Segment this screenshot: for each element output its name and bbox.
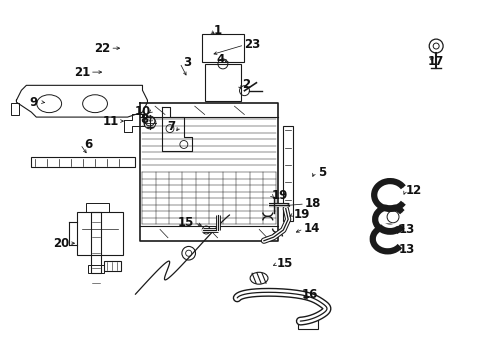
- Text: 22: 22: [94, 42, 110, 55]
- Bar: [202, 33, 244, 62]
- Text: 8: 8: [140, 113, 148, 126]
- Text: 3: 3: [183, 56, 191, 69]
- Bar: [86, 203, 109, 212]
- Text: 1: 1: [213, 24, 221, 37]
- Bar: [297, 319, 317, 329]
- Text: 16: 16: [301, 288, 318, 301]
- Text: 9: 9: [30, 96, 38, 109]
- Text: 21: 21: [74, 66, 90, 78]
- Text: 20: 20: [53, 237, 69, 250]
- Text: 5: 5: [318, 166, 326, 179]
- Text: 13: 13: [398, 243, 414, 256]
- Text: 10: 10: [135, 105, 151, 118]
- Text: 19: 19: [293, 208, 309, 221]
- Text: 19: 19: [271, 189, 287, 202]
- Bar: [31, 157, 135, 167]
- Bar: [283, 126, 292, 221]
- Bar: [204, 64, 241, 102]
- Text: 2: 2: [242, 78, 250, 91]
- Bar: [11, 103, 20, 115]
- Bar: [91, 212, 101, 273]
- Text: 6: 6: [84, 138, 92, 151]
- Text: 7: 7: [167, 120, 175, 133]
- Text: 4: 4: [216, 53, 224, 66]
- Text: 15: 15: [276, 257, 292, 270]
- Bar: [103, 261, 121, 271]
- Text: 11: 11: [103, 114, 119, 127]
- Text: 23: 23: [244, 39, 260, 51]
- Text: 18: 18: [304, 197, 321, 211]
- Text: 15: 15: [178, 216, 194, 229]
- Text: 12: 12: [405, 184, 421, 197]
- Text: 14: 14: [303, 222, 319, 235]
- Text: 13: 13: [398, 223, 414, 236]
- Bar: [77, 212, 123, 255]
- Text: 17: 17: [427, 55, 444, 68]
- Bar: [88, 265, 103, 273]
